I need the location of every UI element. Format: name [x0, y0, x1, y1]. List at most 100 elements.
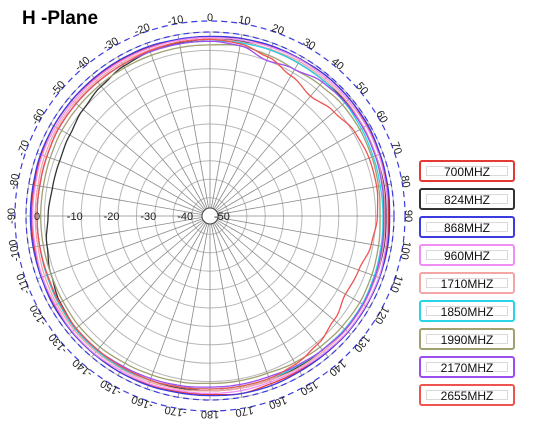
legend-item-label: 824MHZ	[443, 193, 490, 207]
angle-tick-label: 50	[353, 80, 370, 97]
grid-spoke	[36, 215, 211, 280]
grid-spoke	[209, 215, 274, 390]
grid-spoke	[117, 215, 211, 376]
grid-spoke	[209, 183, 392, 217]
angle-tick-label: 170	[234, 404, 254, 419]
angle-tick-label: 140	[326, 357, 348, 378]
radial-tick-label: -10	[67, 211, 83, 223]
legend-item-label: 868MHZ	[443, 221, 490, 235]
legend-item-box	[426, 278, 508, 288]
angle-tick-label: -140	[70, 356, 95, 379]
angle-tick-label: -150	[98, 377, 123, 398]
radial-tick-label: -50	[214, 211, 230, 223]
curve-960MHZ	[31, 36, 389, 395]
angle-tick-label: -50	[49, 79, 68, 99]
grid-spoke	[50, 215, 211, 309]
grid-spoke	[209, 123, 370, 217]
angle-tick-label: -40	[73, 55, 93, 74]
angle-tick-label: -110	[15, 272, 34, 296]
grid-spoke	[28, 183, 211, 217]
legend-item: 1710MHZ	[419, 272, 515, 294]
legend-item-box	[426, 390, 508, 400]
curve-1990MHZ	[40, 43, 381, 385]
grid-spoke	[209, 152, 384, 217]
angle-tick-label: 30	[301, 36, 318, 53]
legend-item-box	[426, 250, 508, 260]
angle-tick-label: -70	[15, 139, 32, 158]
angle-tick-label: 0	[207, 12, 213, 24]
angle-tick-label: 10	[237, 14, 251, 28]
curve-1710MHZ	[34, 38, 386, 392]
angle-tick-label: 160	[267, 393, 288, 411]
legend-item-label: 960MHZ	[443, 249, 490, 263]
grid-spoke	[209, 215, 303, 376]
radial-tick-label: -30	[140, 211, 156, 223]
angle-tick-label: 80	[398, 175, 412, 189]
polar-grid	[14, 20, 406, 412]
grid-spoke	[146, 215, 211, 390]
angle-tick-label: -130	[47, 331, 70, 356]
grid-spoke	[68, 97, 211, 217]
angle-tick-label: -90	[6, 208, 18, 224]
angle-tick-label: -20	[133, 21, 152, 38]
angle-tick-label: -160	[130, 393, 155, 412]
grid-spoke	[91, 74, 211, 217]
angle-tick-label: 60	[373, 109, 390, 126]
grid-spoke	[209, 215, 329, 358]
grid-spoke	[209, 97, 352, 217]
legend-item-label: 1990MHZ	[440, 333, 494, 347]
angle-tick-label: 130	[351, 332, 372, 354]
grid-spoke	[28, 215, 211, 249]
grid-spoke	[146, 42, 211, 217]
grid-spoke	[209, 42, 274, 217]
legend-item: 824MHZ	[419, 188, 515, 210]
grid-spoke	[209, 215, 392, 249]
angle-tick-label: 120	[372, 304, 392, 326]
curve-2655MHZ	[36, 38, 379, 390]
angle-tick-label: 40	[329, 56, 346, 73]
angle-tick-label: 100	[398, 240, 413, 260]
legend-item: 1990MHZ	[419, 328, 515, 350]
legend-item: 960MHZ	[419, 244, 515, 266]
angle-tick-label: 70	[388, 140, 403, 156]
angle-tick-label: 150	[298, 378, 320, 398]
grid-spoke	[209, 215, 352, 335]
legend-item-box	[426, 166, 508, 176]
grid-spoke	[68, 215, 211, 335]
grid-spoke	[209, 34, 243, 217]
angle-tick-label: 180	[201, 408, 219, 420]
legend-item-box	[426, 194, 508, 204]
legend-item-label: 700MHZ	[443, 165, 490, 179]
legend-item-label: 1850MHZ	[440, 305, 494, 319]
grid-spoke	[36, 152, 211, 217]
angle-tick-label: -170	[164, 403, 188, 419]
legend-item-label: 1710MHZ	[440, 277, 494, 291]
legend-item-box	[426, 362, 508, 372]
angle-tick-label: -60	[29, 107, 47, 127]
chart-title: H -Plane	[22, 8, 99, 29]
grid-spoke	[209, 74, 329, 217]
angle-tick-label: -120	[28, 303, 49, 328]
grid-spoke	[50, 123, 211, 217]
angle-tick-label: -80	[8, 173, 23, 191]
series-curves	[29, 35, 391, 397]
reference-circle	[14, 20, 406, 412]
curve-868MHZ	[29, 35, 391, 397]
legend-item-box	[426, 222, 508, 232]
radial-tick-label: -40	[177, 211, 193, 223]
center-hub	[201, 207, 219, 225]
legend-item-box	[426, 334, 508, 344]
legend-item: 868MHZ	[419, 216, 515, 238]
angle-tick-label: 110	[388, 273, 405, 294]
grid-spoke	[209, 215, 243, 398]
grid-spoke	[209, 215, 370, 309]
angle-tick-label: -10	[167, 14, 185, 29]
radial-tick-label: -20	[104, 211, 120, 223]
angle-tick-label: -100	[7, 239, 23, 263]
legend-item: 2655MHZ	[419, 384, 515, 406]
grid-spoke	[117, 56, 211, 217]
legend-item-box	[426, 306, 508, 316]
grid-spoke	[177, 34, 211, 217]
grid-spoke	[209, 56, 303, 217]
grid-spoke	[209, 215, 384, 280]
